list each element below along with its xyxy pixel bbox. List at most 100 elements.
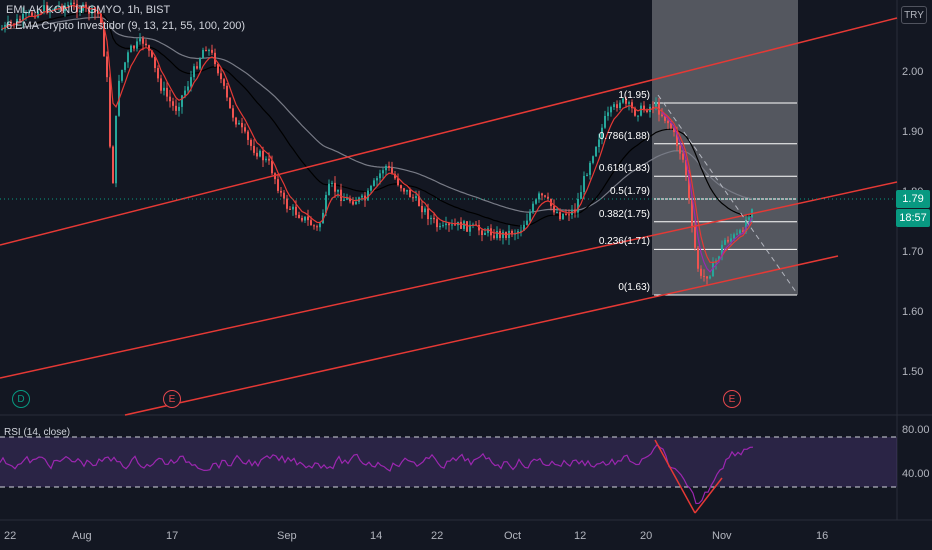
rsi-legend[interactable]: RSI (14, close) [4, 427, 71, 438]
candle-body [553, 206, 555, 213]
candle-body [16, 18, 18, 25]
candle-body [733, 234, 735, 239]
candle-body [292, 206, 294, 210]
candle-body [325, 195, 327, 213]
candle-body [67, 4, 69, 6]
candle-body [736, 233, 738, 235]
time-tick: 22 [431, 530, 444, 542]
candle-body [742, 230, 744, 233]
channel-lower-line[interactable] [124, 255, 839, 416]
rsi-trend-up[interactable] [694, 477, 723, 514]
candle-body [205, 49, 207, 52]
candle-body [679, 145, 681, 154]
candle-body [109, 77, 111, 147]
candle-body [367, 190, 369, 201]
candle-body [271, 160, 273, 174]
dividend-marker[interactable]: D [12, 390, 30, 408]
time-tick: 16 [816, 530, 829, 542]
rsi-trend-down[interactable] [654, 439, 696, 514]
candle-body [502, 231, 504, 238]
candle-body [535, 199, 537, 204]
rsi-tick: 40.00 [902, 468, 930, 480]
currency-button[interactable]: TRY [901, 6, 927, 24]
candle-body [298, 214, 300, 218]
candle-body [28, 12, 30, 14]
candle-body [577, 198, 579, 213]
candle-body [697, 247, 699, 269]
time-tick: Oct [504, 530, 522, 542]
candle-body [289, 208, 291, 210]
candle-body [739, 230, 741, 234]
candle-body [616, 104, 618, 109]
earnings-marker[interactable]: E [163, 390, 181, 408]
indicator-legend[interactable]: 6 EMA Crypto Investidor (9, 13, 21, 55, … [6, 20, 246, 32]
candle-body [61, 5, 63, 11]
earnings-marker[interactable]: E [723, 390, 741, 408]
candle-body [349, 198, 351, 202]
candle-body [145, 43, 147, 46]
candle-body [25, 13, 27, 15]
candle-body [628, 102, 630, 104]
time-tick: 14 [370, 530, 383, 542]
candle-body [673, 128, 675, 133]
ema-13-line [661, 111, 753, 273]
candle-body [343, 199, 345, 201]
candle-body [79, 10, 81, 13]
candle-body [670, 123, 672, 129]
candle-body [196, 66, 198, 69]
candle-body [100, 13, 102, 25]
candle-body [340, 189, 342, 201]
candle-body [301, 217, 303, 221]
candle-body [520, 230, 522, 232]
candle-body [304, 216, 306, 221]
candle-body [421, 206, 423, 213]
candle-body [157, 68, 159, 79]
candle-body [481, 230, 483, 235]
candle-body [280, 190, 282, 193]
candle-body [529, 212, 531, 221]
candle-body [106, 56, 108, 78]
dashed-trend-line[interactable] [657, 94, 797, 293]
candle-body [592, 156, 594, 163]
candle-body [430, 217, 432, 220]
fib-level-label: 0.786(1.88) [598, 130, 650, 142]
candle-body [136, 41, 138, 49]
channel-upper-line[interactable] [0, 17, 898, 246]
candle-body [241, 122, 243, 128]
ema-100-line [1, 11, 753, 227]
candle-body [328, 183, 330, 196]
candle-body [370, 185, 372, 191]
candle-body [433, 217, 435, 220]
candle-body [484, 232, 486, 235]
candle-body [310, 220, 312, 226]
candle-body [688, 174, 690, 201]
candle-body [640, 105, 642, 116]
candle-body [262, 150, 264, 161]
candle-body [319, 223, 321, 228]
candle-body [373, 180, 375, 186]
candle-body [385, 165, 387, 171]
candle-body [169, 96, 171, 102]
candle-body [418, 196, 420, 207]
candle-body [73, 2, 75, 5]
candle-body [517, 231, 519, 234]
fib-level-label: 0.618(1.83) [598, 163, 650, 175]
candle-body [634, 108, 636, 116]
price-tick: 1.70 [902, 246, 924, 258]
candle-body [208, 49, 210, 52]
candle-body [103, 24, 105, 57]
time-tick: 22 [4, 530, 17, 542]
fib-retracement[interactable] [654, 102, 797, 296]
candle-body [478, 224, 480, 231]
time-tick: Sep [277, 530, 297, 542]
symbol-legend[interactable]: EMLAK KONUT GMYO, 1h, BIST [6, 4, 171, 16]
time-tick: Nov [712, 530, 732, 542]
candle-body [115, 115, 117, 184]
candle-body [202, 49, 204, 59]
candle-body [361, 195, 363, 198]
channel-middle-line[interactable] [0, 181, 898, 379]
candle-body [721, 244, 723, 257]
candle-body [646, 109, 648, 113]
